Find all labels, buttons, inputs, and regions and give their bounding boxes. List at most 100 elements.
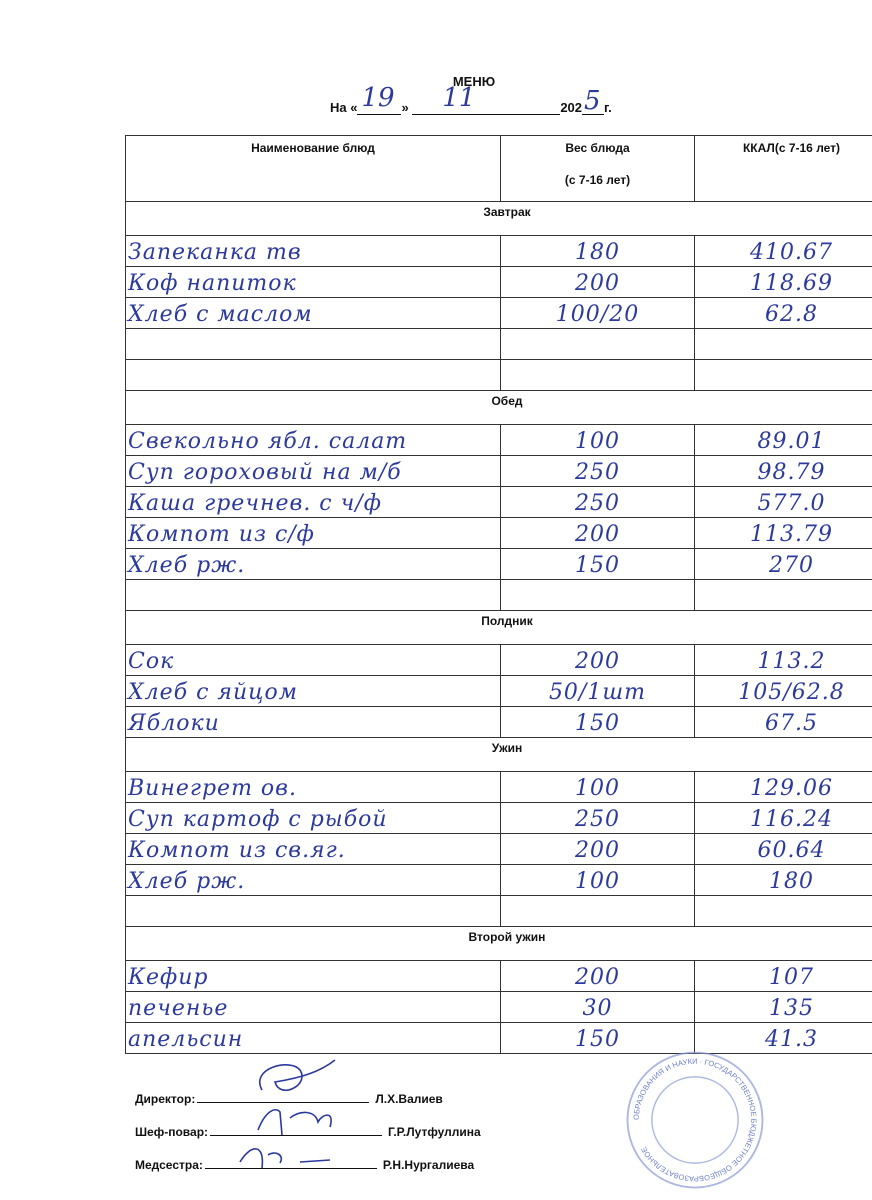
dish-name-cell: Суп гороховый на м/б — [125, 455, 501, 487]
table-row: Хлеб рж. 150 270 — [125, 548, 872, 580]
signature-line: Директор: Л.Х.Валиев — [135, 1090, 443, 1106]
dish-name-cell: Хлеб рж. — [125, 548, 501, 580]
table-row: Компот из с/ф 200 113.79 — [125, 517, 872, 549]
dish-weight: 250 — [575, 460, 620, 485]
table-row: Коф напиток 200 118.69 — [125, 266, 872, 298]
dish-name-cell: Кефир — [125, 960, 501, 992]
signature-blank — [210, 1123, 383, 1136]
table-row — [125, 895, 872, 927]
dish-name: Компот из с/ф — [128, 522, 315, 547]
dish-name-cell — [125, 328, 501, 360]
table-row: Яблоки 150 67.5 — [125, 706, 872, 738]
dish-kcal: 129.06 — [750, 776, 833, 801]
section-row: Обед — [125, 390, 872, 425]
dish-kcal-cell: 577.0 — [694, 486, 872, 518]
header-kcal: ККАЛ(с 7-16 лет) — [694, 135, 872, 202]
table-row: Суп гороховый на м/б 250 98.79 — [125, 455, 872, 487]
dish-name-cell: Хлеб рж. — [125, 864, 501, 896]
dish-weight-cell: 150 — [500, 548, 695, 580]
section-title: Второй ужин — [125, 926, 872, 961]
dish-weight-cell: 200 — [500, 644, 695, 676]
table-row: Хлеб рж. 100 180 — [125, 864, 872, 896]
dish-weight-cell: 200 — [500, 266, 695, 298]
dish-weight-cell: 200 — [500, 833, 695, 865]
table-row — [125, 579, 872, 611]
dish-name-cell: Суп картоф с рыбой — [125, 802, 501, 834]
dish-name-cell: Яблоки — [125, 706, 501, 738]
dish-weight: 200 — [575, 522, 620, 547]
dish-weight: 250 — [575, 491, 620, 516]
signature-name: Г.Р.Лутфуллина — [388, 1125, 481, 1139]
signature-blank — [204, 1156, 377, 1169]
dish-name: Свекольно ябл. салат — [128, 429, 408, 454]
dish-name-cell: Хлеб с маслом — [125, 297, 501, 329]
dish-weight-cell — [500, 895, 695, 927]
dish-kcal-cell: 270 — [694, 548, 872, 580]
dish-weight: 200 — [575, 271, 620, 296]
dish-kcal: 98.79 — [757, 460, 826, 485]
dish-kcal: 113.2 — [757, 649, 826, 674]
dish-weight-cell: 150 — [500, 1022, 695, 1054]
dish-name-cell: Коф напиток — [125, 266, 501, 298]
dish-name-cell — [125, 579, 501, 611]
section-row: Ужин — [125, 737, 872, 772]
table-row: Каша гречнев. с ч/ф 250 577.0 — [125, 486, 872, 518]
dish-weight-cell: 50/1шт — [500, 675, 695, 707]
table-row: апельсин 150 41.3 — [125, 1022, 872, 1054]
section-title: Полдник — [125, 610, 872, 645]
table-row: Запеканка тв 180 410.67 — [125, 235, 872, 267]
dish-weight: 50/1шт — [548, 680, 647, 705]
table-header: Наименование блюд Вес блюда (с 7-16 лет) … — [125, 135, 872, 202]
dish-weight-cell: 100/20 — [500, 297, 695, 329]
dish-weight-cell: 100 — [500, 424, 695, 456]
dish-name-cell: Компот из с/ф — [125, 517, 501, 549]
dish-name-cell: Компот из св.яг. — [125, 833, 501, 865]
dish-name: Каша гречнев. с ч/ф — [128, 491, 382, 516]
dish-kcal-cell: 41.3 — [694, 1022, 872, 1054]
section-row: Полдник — [125, 610, 872, 645]
dish-name-cell: Винегрет ов. — [125, 771, 501, 803]
header-name: Наименование блюд — [125, 135, 501, 202]
signature-blank — [197, 1090, 370, 1103]
dish-weight-cell: 200 — [500, 517, 695, 549]
dish-weight-cell — [500, 328, 695, 360]
dish-weight-cell — [500, 359, 695, 391]
dish-name-cell — [125, 359, 501, 391]
dish-kcal-cell — [694, 579, 872, 611]
dish-kcal-cell: 118.69 — [694, 266, 872, 298]
section-row: Завтрак — [125, 201, 872, 236]
dish-kcal: 116.24 — [750, 807, 833, 832]
dish-weight: 150 — [575, 553, 620, 578]
table-row: Хлеб с маслом 100/20 62.8 — [125, 297, 872, 329]
dish-kcal: 180 — [769, 869, 814, 894]
dish-kcal-cell: 107 — [694, 960, 872, 992]
year-field: 5 — [582, 86, 605, 116]
dish-name: Хлеб рж. — [128, 553, 246, 578]
dish-name: Хлеб с маслом — [128, 302, 313, 327]
dish-kcal-cell — [694, 895, 872, 927]
dish-name: Винегрет ов. — [128, 776, 297, 801]
month-field: 11 — [412, 83, 561, 115]
dish-kcal: 89.01 — [757, 429, 826, 454]
dish-name-cell: Каша гречнев. с ч/ф — [125, 486, 501, 518]
signature-name: Л.Х.Валиев — [375, 1092, 443, 1106]
dish-name: печенье — [128, 996, 229, 1021]
dish-weight-cell: 100 — [500, 864, 695, 896]
dish-name: Яблоки — [128, 711, 220, 736]
dish-kcal-cell: 113.2 — [694, 644, 872, 676]
dish-kcal-cell: 89.01 — [694, 424, 872, 456]
dish-weight-cell: 200 — [500, 960, 695, 992]
dish-weight-cell: 180 — [500, 235, 695, 267]
dish-weight-cell: 250 — [500, 802, 695, 834]
dish-kcal-cell: 135 — [694, 991, 872, 1023]
dish-name: Коф напиток — [128, 271, 297, 296]
table-row — [125, 328, 872, 360]
dish-weight: 180 — [575, 240, 620, 265]
section-title: Обед — [125, 390, 872, 425]
table-row: Винегрет ов. 100 129.06 — [125, 771, 872, 803]
dish-name-cell: Запеканка тв — [125, 235, 501, 267]
dish-kcal-cell: 180 — [694, 864, 872, 896]
dish-weight-cell: 250 — [500, 455, 695, 487]
dish-kcal-cell: 67.5 — [694, 706, 872, 738]
section-title: Ужин — [125, 737, 872, 772]
